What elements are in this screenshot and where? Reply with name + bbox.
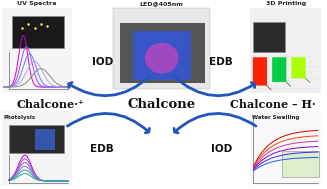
Bar bbox=[283, 152, 319, 177]
Bar bbox=[2, 8, 72, 93]
Ellipse shape bbox=[145, 43, 179, 74]
Bar bbox=[35, 129, 55, 150]
Bar bbox=[12, 16, 64, 48]
Text: LED@405nm: LED@405nm bbox=[140, 1, 184, 6]
Text: Chalcone·⁺: Chalcone·⁺ bbox=[17, 99, 84, 110]
FancyBboxPatch shape bbox=[253, 57, 267, 86]
Text: UV Spectra: UV Spectra bbox=[17, 1, 57, 6]
Text: Chalcone: Chalcone bbox=[128, 98, 196, 111]
Text: EDB: EDB bbox=[90, 144, 114, 154]
FancyBboxPatch shape bbox=[272, 57, 286, 82]
Bar bbox=[120, 23, 205, 83]
Text: IOD: IOD bbox=[211, 144, 232, 154]
Bar bbox=[250, 111, 321, 185]
Text: EDB: EDB bbox=[209, 57, 233, 67]
Text: Water Swelling: Water Swelling bbox=[252, 115, 299, 120]
Text: Chalcone – H·: Chalcone – H· bbox=[230, 99, 316, 110]
Bar bbox=[133, 31, 191, 80]
Bar bbox=[250, 8, 321, 93]
Bar bbox=[2, 111, 72, 185]
FancyBboxPatch shape bbox=[291, 57, 306, 78]
Bar bbox=[113, 8, 210, 89]
Bar bbox=[253, 22, 285, 52]
Text: 3D Printing: 3D Printing bbox=[266, 1, 306, 6]
Bar bbox=[9, 125, 64, 153]
Text: Photolysis: Photolysis bbox=[4, 115, 36, 120]
Text: IOD: IOD bbox=[92, 57, 113, 67]
